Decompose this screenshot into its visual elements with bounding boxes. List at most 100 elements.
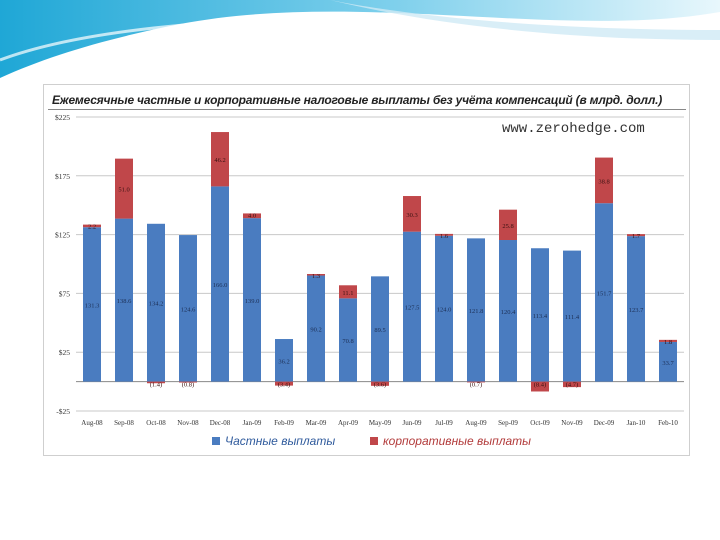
data-label-private: 121.8 bbox=[469, 308, 484, 315]
data-label-private: 123.7 bbox=[629, 307, 644, 314]
data-label-corporate: 1.8 bbox=[664, 339, 672, 346]
x-tick-label: Nov-08 bbox=[177, 419, 199, 427]
data-label-private: 138.6 bbox=[117, 298, 132, 305]
legend-label: Частные выплаты bbox=[225, 434, 336, 448]
legend-swatch-blue bbox=[212, 437, 220, 445]
bar-corporate bbox=[307, 273, 325, 276]
bar-corporate bbox=[83, 224, 101, 228]
data-label-corporate: 25.8 bbox=[502, 223, 513, 230]
data-label-corporate: 38.8 bbox=[598, 178, 609, 185]
legend-swatch-red bbox=[370, 437, 378, 445]
bar-corporate bbox=[371, 381, 389, 386]
bar-corporate bbox=[211, 132, 229, 187]
bar-private bbox=[275, 339, 293, 382]
bar-private bbox=[115, 218, 133, 382]
bar-corporate bbox=[339, 285, 357, 299]
data-label-private: 139.0 bbox=[245, 298, 260, 305]
data-label-corporate: (8.4) bbox=[534, 382, 546, 389]
x-tick-label: May-09 bbox=[369, 419, 392, 427]
x-tick-label: Sep-09 bbox=[498, 419, 518, 427]
bar-corporate bbox=[179, 381, 197, 383]
bar-corporate bbox=[595, 157, 613, 204]
bar-private bbox=[435, 235, 453, 382]
data-label-private: 127.5 bbox=[405, 305, 420, 312]
x-tick-label: Dec-09 bbox=[594, 419, 615, 427]
x-tick-label: Jul-09 bbox=[435, 419, 453, 427]
data-label-private: 111.4 bbox=[565, 314, 580, 321]
data-label-private: 131.3 bbox=[85, 302, 100, 309]
bar-corporate bbox=[115, 158, 133, 219]
decorative-swoosh bbox=[0, 0, 720, 78]
bar-private bbox=[211, 186, 229, 382]
bar-corporate bbox=[499, 209, 517, 241]
data-label-private: 70.8 bbox=[342, 338, 353, 345]
bar-corporate bbox=[275, 381, 293, 386]
bar-private bbox=[467, 238, 485, 382]
legend-item-private: Частные выплаты bbox=[212, 434, 335, 448]
bar-corporate bbox=[563, 381, 581, 388]
x-tick-label: Jan-09 bbox=[243, 419, 262, 427]
data-label-private: 151.7 bbox=[597, 290, 612, 297]
bar-private bbox=[499, 240, 517, 382]
bar-private bbox=[595, 203, 613, 382]
bar-corporate bbox=[531, 381, 549, 392]
data-label-corporate: 1.6 bbox=[440, 233, 449, 240]
x-tick-label: Mar-09 bbox=[306, 419, 327, 427]
watermark: www.zerohedge.com bbox=[502, 121, 645, 137]
data-label-corporate: 1.7 bbox=[632, 233, 641, 240]
data-label-private: 36.2 bbox=[278, 358, 289, 365]
data-label-private: 124.0 bbox=[437, 307, 452, 314]
bar-private bbox=[627, 236, 645, 382]
x-tick-label: Feb-10 bbox=[658, 419, 678, 427]
bar-private bbox=[307, 275, 325, 382]
bar-corporate bbox=[243, 213, 261, 219]
data-label-private: 120.4 bbox=[501, 309, 516, 316]
x-tick-label: Jun-09 bbox=[402, 419, 422, 427]
bar-corporate bbox=[467, 381, 485, 383]
bar-private bbox=[403, 231, 421, 382]
bar-private bbox=[659, 341, 677, 382]
data-label-private: 124.6 bbox=[181, 306, 196, 313]
data-label-corporate: (1.4) bbox=[150, 382, 162, 389]
x-tick-label: Oct-09 bbox=[530, 419, 550, 427]
data-label-corporate: 11.1 bbox=[342, 290, 353, 297]
data-label-private: 33.7 bbox=[662, 360, 674, 367]
bar-private bbox=[147, 223, 165, 382]
y-tick-label: $75 bbox=[59, 289, 71, 298]
data-label-corporate: (3.6) bbox=[374, 382, 386, 389]
data-label-private: 89.5 bbox=[374, 327, 385, 334]
x-tick-label: Aug-08 bbox=[81, 419, 103, 427]
y-tick-label: $225 bbox=[55, 113, 70, 122]
data-label-private: 166.0 bbox=[213, 282, 228, 289]
x-tick-label: Jan-10 bbox=[627, 419, 646, 427]
bar-private bbox=[563, 250, 581, 382]
data-label-corporate: (3.4) bbox=[278, 382, 290, 389]
bar-corporate bbox=[435, 233, 453, 236]
bar-private bbox=[339, 298, 357, 382]
x-tick-label: Oct-08 bbox=[146, 419, 166, 427]
title-divider bbox=[48, 109, 686, 110]
bar-private bbox=[243, 218, 261, 382]
bar-corporate bbox=[627, 234, 645, 237]
data-label-corporate: 2.2 bbox=[88, 224, 96, 231]
bar-private bbox=[531, 248, 549, 382]
bar-corporate bbox=[147, 381, 165, 384]
y-tick-label: $25 bbox=[59, 348, 71, 357]
x-tick-label: Aug-09 bbox=[465, 419, 487, 427]
y-tick-label: $175 bbox=[55, 172, 70, 181]
x-tick-label: Sep-08 bbox=[114, 419, 134, 427]
data-label-corporate: 46.2 bbox=[214, 157, 225, 164]
bar-private bbox=[371, 276, 389, 382]
data-label-corporate: 51.0 bbox=[118, 187, 129, 194]
data-label-corporate: 1.3 bbox=[312, 273, 320, 280]
y-tick-label: $125 bbox=[55, 231, 70, 240]
x-tick-label: Dec-08 bbox=[210, 419, 231, 427]
bar-private bbox=[179, 235, 197, 382]
bar-corporate bbox=[403, 196, 421, 232]
x-tick-label: Nov-09 bbox=[561, 419, 583, 427]
chart-title: Ежемесячные частные и корпоративные нало… bbox=[52, 93, 663, 107]
data-label-corporate: (0.7) bbox=[470, 382, 482, 389]
data-label-private: 90.2 bbox=[310, 327, 321, 334]
legend-label: корпоративные выплаты bbox=[383, 434, 531, 448]
